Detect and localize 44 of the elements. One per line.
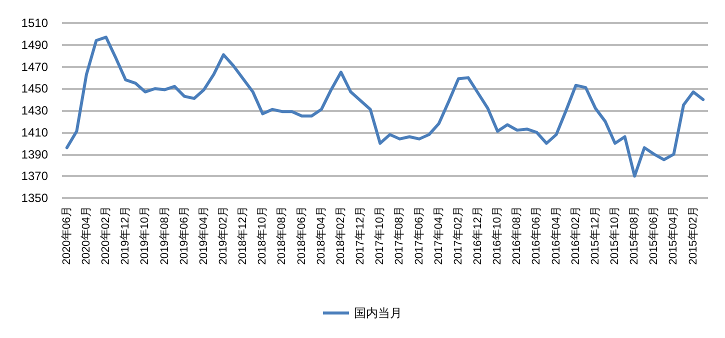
- y-tick-label: 1430: [21, 104, 48, 118]
- y-tick-label: 1390: [21, 147, 48, 162]
- x-tick-label: 2015年12月: [589, 206, 602, 265]
- x-tick-label: 2020年04月: [80, 206, 92, 265]
- x-tick-label: 2017年12月: [354, 206, 367, 265]
- x-tick-label: 2018年10月: [256, 206, 269, 265]
- x-tick-label: 2019年12月: [120, 206, 132, 265]
- x-tick-label: 2017年06月: [413, 206, 426, 265]
- y-tick-label: 1510: [21, 16, 48, 30]
- x-tick-label: 2019年08月: [158, 206, 171, 265]
- y-tick-label: 1410: [21, 125, 48, 140]
- x-tick-label: 2017年08月: [394, 206, 406, 265]
- y-tick-label: 1490: [21, 38, 48, 52]
- x-tick-label: 2018年12月: [237, 206, 250, 265]
- y-tick-label: 1470: [21, 60, 48, 74]
- x-tick-label: 2019年04月: [198, 206, 210, 265]
- x-tick-label: 2015年04月: [668, 206, 680, 265]
- x-tick-label: 2019年10月: [139, 206, 152, 265]
- x-tick-label: 2018年06月: [296, 206, 308, 265]
- x-tick-label: 2016年12月: [472, 206, 484, 265]
- legend-label: 国内当月: [354, 306, 402, 320]
- x-tick-label: 2015年02月: [687, 206, 700, 265]
- x-tick-label: 2016年08月: [511, 206, 524, 265]
- x-tick-label: 2017年04月: [432, 206, 445, 265]
- y-tick-label: 1350: [21, 191, 48, 205]
- x-tick-label: 2016年02月: [570, 206, 582, 265]
- x-tick-label: 2015年08月: [628, 206, 641, 265]
- x-tick-label: 2015年06月: [648, 206, 660, 265]
- x-tick-label: 2016年06月: [530, 206, 543, 265]
- x-tick-label: 2017年02月: [452, 206, 464, 265]
- x-tick-label: 2017年10月: [374, 206, 386, 265]
- line-series: [65, 36, 705, 178]
- y-tick-label: 1370: [21, 169, 48, 184]
- x-tick-label: 2018年08月: [276, 206, 288, 265]
- x-tick-label: 2020年02月: [100, 206, 112, 265]
- x-tick-label: 2019年06月: [178, 206, 190, 265]
- x-tick-label: 2020年06月: [60, 206, 73, 265]
- x-tick-label: 2019年02月: [218, 206, 230, 265]
- x-tick-label: 2018年04月: [315, 206, 328, 265]
- x-tick-label: 2018年02月: [334, 206, 347, 265]
- x-tick-label: 2015年10月: [609, 206, 622, 265]
- x-tick-label: 2016年10月: [492, 206, 504, 265]
- y-tick-label: 1450: [21, 82, 48, 96]
- x-tick-label: 2016年04月: [550, 206, 562, 265]
